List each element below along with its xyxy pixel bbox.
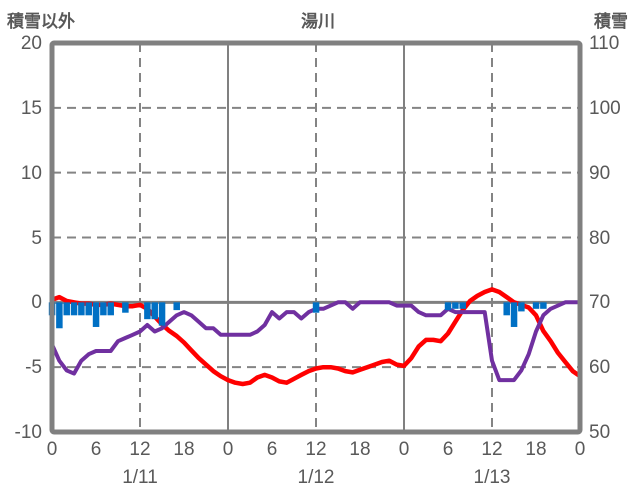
hourly-bars-bar	[444, 302, 452, 311]
hourly-bars-bar	[540, 302, 547, 309]
hourly-bars-bar	[503, 302, 510, 316]
hourly-bars-bar	[312, 302, 320, 313]
left-axis-tick: -10	[14, 422, 42, 443]
hourly-bars-bar	[151, 302, 158, 320]
hourly-bars-bar	[144, 302, 151, 320]
hour-tick: 18	[349, 439, 371, 460]
hour-tick: 18	[525, 439, 547, 460]
hour-tick: 0	[574, 439, 586, 460]
right-axis-tick: 80	[589, 227, 611, 249]
hour-tick: 18	[173, 439, 195, 460]
hourly-bars-bar	[459, 302, 466, 309]
left-axis-tick: -5	[25, 357, 42, 379]
hour-tick: 6	[90, 439, 102, 460]
right-axis-tick: 90	[589, 162, 611, 184]
hour-tick: 0	[222, 439, 234, 460]
hourly-bars-bar	[452, 302, 459, 309]
hourly-bars-bar	[100, 302, 107, 316]
right-axis-tick: 100	[589, 97, 621, 119]
hourly-bars-bar	[158, 302, 166, 326]
hourly-bars-bar	[107, 302, 114, 316]
hour-tick: 0	[398, 439, 410, 460]
hourly-bars-bar	[63, 302, 70, 316]
hourly-bars-bar	[78, 302, 85, 316]
right-axis-title: 積雪	[594, 12, 628, 31]
date-label: 1/12	[297, 467, 335, 488]
temperature-line	[49, 287, 583, 387]
right-axis-tick: 110	[589, 33, 620, 54]
hourly-bars-bar	[122, 302, 129, 313]
hour-tick: 12	[305, 439, 327, 460]
hourly-bars-bar	[56, 302, 63, 329]
hour-tick: 12	[129, 439, 151, 460]
hourly-bars-bar	[92, 302, 100, 327]
right-axis-tick: 50	[589, 422, 611, 443]
hourly-bars-bar	[70, 302, 78, 316]
hourly-bars-bar	[173, 302, 180, 311]
hourly-bars-bar	[518, 302, 525, 312]
left-axis-tick: 10	[20, 162, 42, 184]
right-axis-tick: 60	[589, 357, 611, 379]
hour-tick: 0	[46, 439, 58, 460]
hourly-bars-bar	[85, 302, 92, 316]
left-axis-tick: 5	[31, 227, 42, 249]
left-axis-tick: 15	[20, 97, 42, 119]
hour-tick: 12	[481, 439, 503, 460]
left-axis-tick: 0	[31, 292, 42, 314]
date-label: 1/13	[473, 467, 511, 488]
hour-tick: 6	[266, 439, 278, 460]
hour-tick: 6	[442, 439, 454, 460]
left-axis-title: 積雪以外	[7, 12, 75, 31]
right-axis-tick: 70	[589, 292, 611, 314]
date-label: 1/11	[122, 467, 158, 488]
chart-title: 湯川	[301, 12, 335, 31]
left-axis-tick: 20	[20, 33, 42, 54]
hourly-bars-bar	[532, 302, 540, 309]
plot-border	[49, 40, 583, 435]
hourly-bars-bar	[510, 302, 518, 327]
